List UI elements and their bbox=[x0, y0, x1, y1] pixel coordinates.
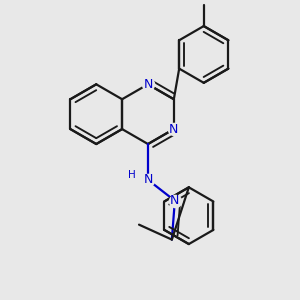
Text: N: N bbox=[169, 123, 178, 136]
Text: H: H bbox=[128, 170, 135, 180]
Text: N: N bbox=[143, 173, 153, 186]
Text: N: N bbox=[143, 78, 153, 91]
Text: N: N bbox=[170, 194, 179, 207]
